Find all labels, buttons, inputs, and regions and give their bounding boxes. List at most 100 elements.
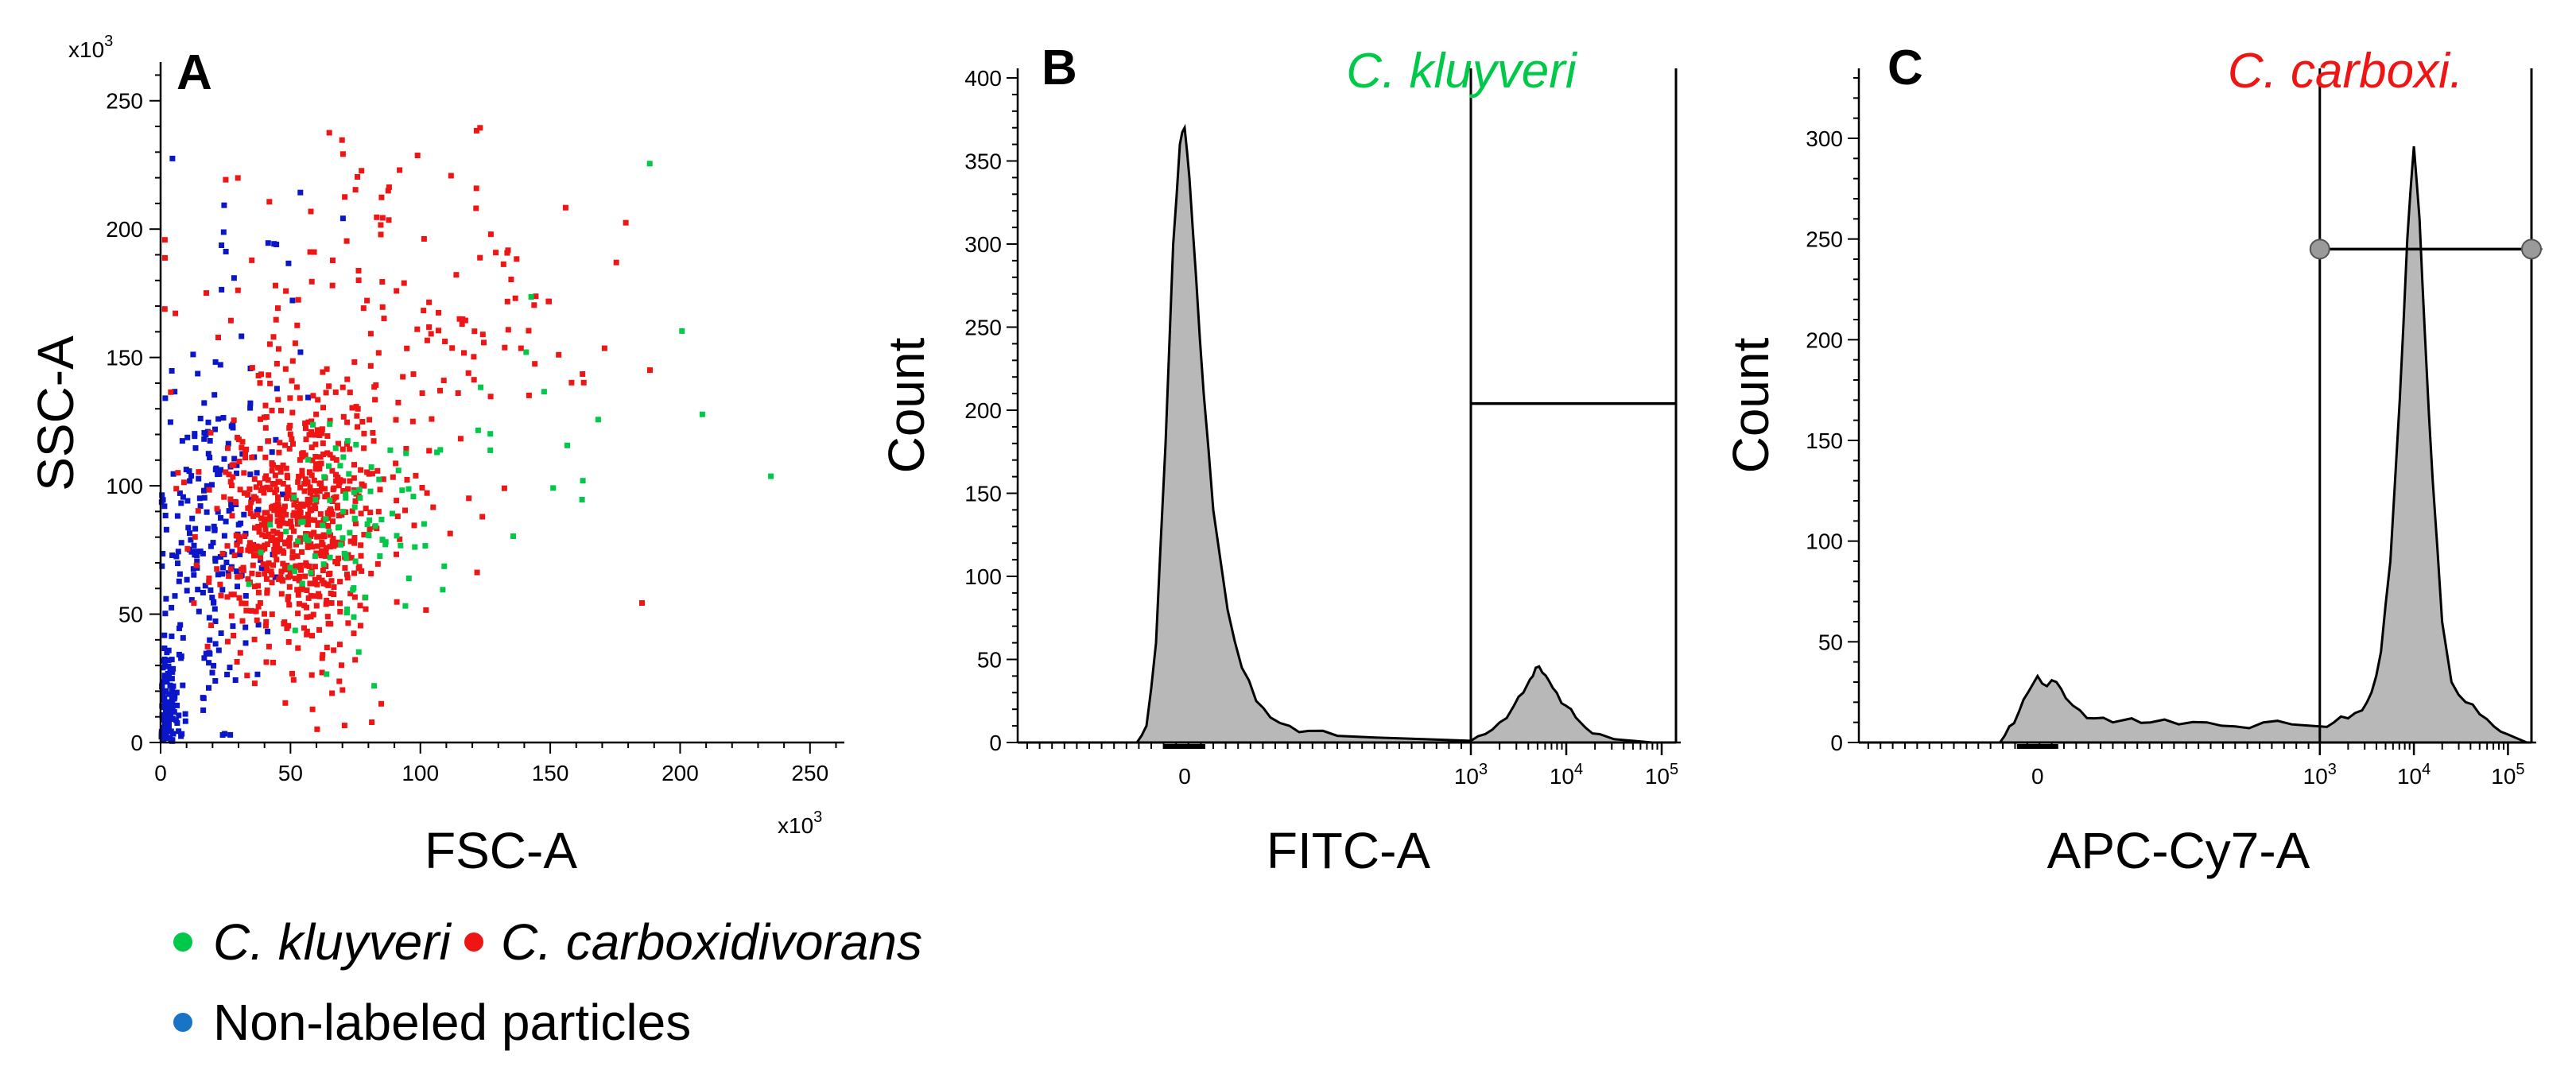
scatter-point-carboxidivorans bbox=[363, 506, 369, 512]
scatter-point-carboxidivorans bbox=[192, 533, 198, 540]
scatter-point-carboxidivorans bbox=[258, 515, 264, 521]
x-tick-label: 104 bbox=[2397, 761, 2431, 789]
panel-b-y-tick-labels: 0 50 100 150 200 250 300 350 400 bbox=[964, 66, 1002, 755]
scatter-point-non_labeled bbox=[230, 425, 236, 431]
scatter-point-carboxidivorans bbox=[369, 719, 375, 725]
scatter-point-non_labeled bbox=[227, 665, 233, 671]
scatter-point-carboxidivorans bbox=[306, 469, 312, 475]
scatter-point-non_labeled bbox=[269, 449, 275, 456]
scatter-point-carboxidivorans bbox=[260, 561, 266, 568]
scatter-point-carboxidivorans bbox=[481, 339, 487, 346]
scatter-point-carboxidivorans bbox=[286, 543, 293, 549]
scatter-point-non_labeled bbox=[201, 400, 208, 406]
scatter-point-carboxidivorans bbox=[285, 594, 292, 600]
scatter-point-carboxidivorans bbox=[293, 563, 299, 569]
gate-left-handle[interactable] bbox=[2309, 238, 2330, 260]
scatter-point-non_labeled bbox=[166, 691, 173, 697]
scatter-point-carboxidivorans bbox=[301, 488, 308, 494]
scatter-point-carboxidivorans bbox=[262, 425, 269, 431]
scatter-point-carboxidivorans bbox=[237, 649, 243, 656]
scatter-point-kluyveri bbox=[441, 563, 448, 569]
scatter-point-carboxidivorans bbox=[242, 450, 248, 456]
scatter-point-kluyveri bbox=[398, 542, 404, 549]
scatter-point-kluyveri bbox=[350, 587, 356, 593]
scatter-point-carboxidivorans bbox=[269, 580, 275, 586]
scatter-point-carboxidivorans bbox=[364, 469, 370, 475]
scatter-point-carboxidivorans bbox=[301, 481, 308, 487]
scatter-point-non_labeled bbox=[339, 215, 346, 222]
scatter-point-non_labeled bbox=[174, 702, 180, 708]
scatter-point-carboxidivorans bbox=[239, 566, 245, 572]
scatter-point-non_labeled bbox=[180, 494, 186, 500]
scatter-point-carboxidivorans bbox=[280, 481, 286, 487]
scatter-point-carboxidivorans bbox=[360, 305, 367, 312]
scatter-point-carboxidivorans bbox=[580, 379, 587, 386]
panel-b-gate[interactable] bbox=[1469, 68, 1678, 742]
scatter-point-kluyveri bbox=[412, 544, 418, 550]
scatter-point-non_labeled bbox=[218, 630, 224, 636]
scatter-point-non_labeled bbox=[176, 578, 182, 584]
scatter-point-carboxidivorans bbox=[568, 379, 575, 386]
scatter-point-carboxidivorans bbox=[268, 537, 274, 543]
scatter-point-carboxidivorans bbox=[314, 427, 320, 433]
scatter-point-non_labeled bbox=[190, 351, 196, 358]
scatter-point-carboxidivorans bbox=[237, 487, 243, 493]
scatter-point-kluyveri bbox=[299, 580, 305, 587]
scatter-point-carboxidivorans bbox=[262, 510, 268, 516]
scatter-point-carboxidivorans bbox=[512, 295, 518, 301]
scatter-point-non_labeled bbox=[161, 673, 168, 679]
scatter-point-kluyveri bbox=[305, 537, 312, 544]
scatter-point-kluyveri bbox=[287, 564, 293, 571]
scatter-point-carboxidivorans bbox=[367, 526, 373, 533]
scatter-point-carboxidivorans bbox=[257, 445, 263, 452]
scatter-point-carboxidivorans bbox=[304, 521, 310, 527]
scatter-point-carboxidivorans bbox=[312, 441, 319, 448]
scatter-point-non_labeled bbox=[212, 467, 219, 473]
scatter-point-non_labeled bbox=[212, 678, 219, 684]
scatter-point-kluyveri bbox=[341, 550, 347, 556]
scatter-point-carboxidivorans bbox=[231, 633, 237, 638]
scatter-point-kluyveri bbox=[365, 532, 371, 537]
scatter-point-kluyveri bbox=[399, 487, 405, 494]
scatter-point-carboxidivorans bbox=[262, 475, 268, 482]
scatter-point-carboxidivorans bbox=[184, 545, 191, 552]
scatter-point-carboxidivorans bbox=[310, 611, 316, 618]
scatter-point-carboxidivorans bbox=[355, 424, 360, 430]
scatter-point-carboxidivorans bbox=[305, 511, 311, 518]
scatter-point-carboxidivorans bbox=[361, 483, 367, 489]
scatter-point-non_labeled bbox=[160, 497, 166, 503]
scatter-point-non_labeled bbox=[206, 615, 212, 621]
scatter-point-kluyveri bbox=[528, 293, 534, 300]
scatter-point-non_labeled bbox=[208, 543, 214, 549]
scatter-point-carboxidivorans bbox=[243, 446, 250, 452]
panel-a-x-tick-label: 50 bbox=[278, 761, 303, 785]
scatter-point-carboxidivorans bbox=[312, 593, 318, 599]
scatter-point-non_labeled bbox=[230, 623, 236, 630]
scatter-point-non_labeled bbox=[217, 362, 223, 368]
gate-right-handle[interactable] bbox=[2521, 238, 2542, 260]
scatter-point-kluyveri bbox=[363, 594, 369, 600]
scatter-point-carboxidivorans bbox=[329, 282, 336, 289]
scatter-point-carboxidivorans bbox=[336, 678, 343, 684]
scatter-point-carboxidivorans bbox=[264, 541, 270, 548]
panel-a-y-tick-label: 100 bbox=[106, 474, 143, 498]
scatter-point-kluyveri bbox=[327, 421, 333, 427]
scatter-point-non_labeled bbox=[234, 462, 240, 468]
legend-kluyveri-marker bbox=[173, 932, 192, 952]
scatter-point-carboxidivorans bbox=[255, 498, 262, 504]
scatter-point-carboxidivorans bbox=[295, 521, 301, 527]
scatter-point-carboxidivorans bbox=[269, 572, 275, 578]
scatter-point-carboxidivorans bbox=[235, 436, 242, 443]
y-tick-label: 150 bbox=[964, 482, 1002, 506]
scatter-point-non_labeled bbox=[161, 721, 168, 727]
scatter-point-carboxidivorans bbox=[275, 397, 281, 403]
scatter-point-carboxidivorans bbox=[471, 354, 477, 360]
panel-c-gate[interactable] bbox=[2309, 68, 2543, 742]
scatter-point-carboxidivorans bbox=[293, 384, 300, 390]
scatter-point-non_labeled bbox=[215, 471, 221, 478]
scatter-point-non_labeled bbox=[206, 684, 211, 691]
scatter-point-kluyveri bbox=[376, 476, 382, 483]
scatter-point-carboxidivorans bbox=[325, 621, 332, 627]
scatter-point-carboxidivorans bbox=[295, 591, 301, 598]
scatter-point-carboxidivorans bbox=[324, 614, 331, 620]
